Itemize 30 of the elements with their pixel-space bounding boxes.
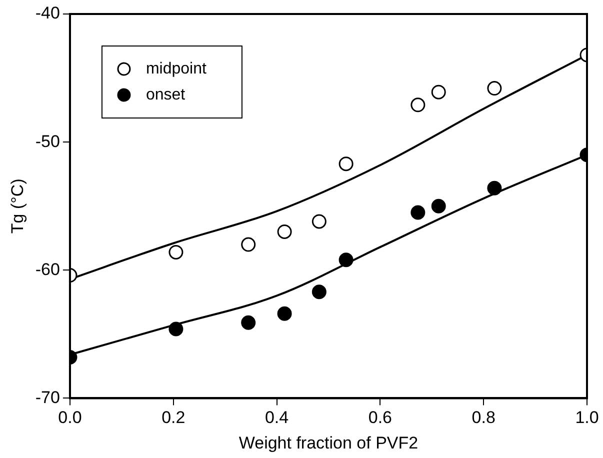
y-tick-label: -60 bbox=[35, 260, 60, 279]
point bbox=[431, 84, 446, 100]
x-axis-title: Weight fraction of PVF2 bbox=[238, 433, 418, 452]
point bbox=[277, 224, 292, 239]
y-tick-label: -40 bbox=[35, 4, 60, 23]
point bbox=[168, 322, 184, 336]
legend-label: midpoint bbox=[146, 60, 207, 78]
point bbox=[241, 315, 256, 330]
y-tick-label: -70 bbox=[35, 388, 60, 407]
y-axis-title: Tg (°C) bbox=[8, 178, 27, 234]
x-tick-label: 1.0 bbox=[575, 408, 599, 428]
x-tick-label: 0.2 bbox=[162, 408, 186, 428]
legend-label: onset bbox=[146, 86, 186, 104]
point bbox=[277, 306, 292, 321]
point bbox=[487, 81, 502, 96]
point bbox=[487, 180, 502, 196]
point bbox=[312, 284, 326, 300]
point bbox=[338, 252, 354, 268]
y-tick-label: -50 bbox=[35, 132, 60, 151]
point bbox=[338, 156, 354, 172]
point bbox=[312, 214, 326, 229]
x-tick-label: 0.6 bbox=[368, 408, 392, 428]
point bbox=[410, 98, 426, 112]
x-tick-label: 0.8 bbox=[472, 408, 496, 428]
point bbox=[410, 205, 426, 220]
point bbox=[241, 237, 256, 252]
point bbox=[168, 244, 184, 260]
point bbox=[431, 198, 446, 214]
x-tick-label: 0.4 bbox=[264, 408, 289, 428]
x-tick-label: 0.0 bbox=[58, 408, 82, 428]
